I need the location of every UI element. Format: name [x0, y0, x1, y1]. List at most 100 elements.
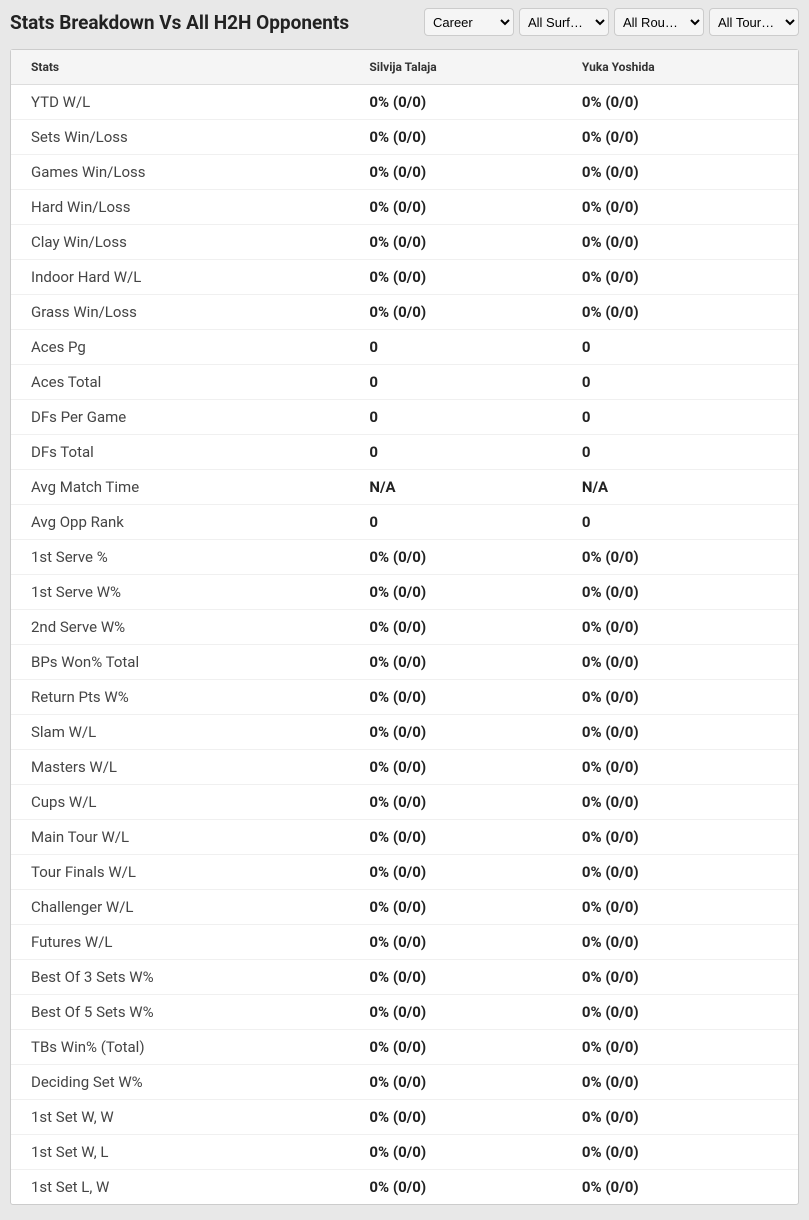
stat-label: Deciding Set W% [11, 1065, 349, 1100]
table-row: Games Win/Loss0% (0/0)0% (0/0) [11, 155, 798, 190]
table-row: Indoor Hard W/L0% (0/0)0% (0/0) [11, 260, 798, 295]
stat-value-player1: 0% (0/0) [349, 785, 561, 820]
stat-value-player1: 0 [349, 365, 561, 400]
stats-table-wrapper: Stats Silvija Talaja Yuka Yoshida YTD W/… [10, 49, 799, 1205]
stat-label: Masters W/L [11, 750, 349, 785]
stat-label: 1st Serve % [11, 540, 349, 575]
stat-value-player1: 0% (0/0) [349, 995, 561, 1030]
stat-value-player1: 0 [349, 400, 561, 435]
table-row: DFs Total00 [11, 435, 798, 470]
stat-label: Main Tour W/L [11, 820, 349, 855]
stat-value-player1: 0 [349, 330, 561, 365]
stats-table: Stats Silvija Talaja Yuka Yoshida YTD W/… [11, 50, 798, 1204]
column-header-stats: Stats [11, 50, 349, 85]
stat-value-player1: 0% (0/0) [349, 610, 561, 645]
stat-label: Best Of 3 Sets W% [11, 960, 349, 995]
table-row: Aces Total00 [11, 365, 798, 400]
stat-value-player2: 0% (0/0) [562, 750, 798, 785]
stat-value-player1: 0% (0/0) [349, 645, 561, 680]
stat-value-player2: 0% (0/0) [562, 85, 798, 120]
stat-label: Tour Finals W/L [11, 855, 349, 890]
table-row: Avg Opp Rank00 [11, 505, 798, 540]
stat-value-player2: 0% (0/0) [562, 1135, 798, 1170]
stat-value-player2: 0% (0/0) [562, 540, 798, 575]
column-header-player2: Yuka Yoshida [562, 50, 798, 85]
stat-value-player2: 0 [562, 365, 798, 400]
table-row: 2nd Serve W%0% (0/0)0% (0/0) [11, 610, 798, 645]
stat-label: DFs Total [11, 435, 349, 470]
stat-value-player2: 0% (0/0) [562, 715, 798, 750]
surface-select[interactable]: All Surf… [519, 8, 609, 36]
stat-label: Slam W/L [11, 715, 349, 750]
stat-value-player1: 0% (0/0) [349, 85, 561, 120]
stat-value-player2: 0% (0/0) [562, 855, 798, 890]
table-header-row: Stats Silvija Talaja Yuka Yoshida [11, 50, 798, 85]
stat-label: 1st Set L, W [11, 1170, 349, 1205]
stat-value-player2: 0% (0/0) [562, 680, 798, 715]
stat-value-player1: 0% (0/0) [349, 225, 561, 260]
stat-value-player1: 0% (0/0) [349, 855, 561, 890]
table-row: Cups W/L0% (0/0)0% (0/0) [11, 785, 798, 820]
header-bar: Stats Breakdown Vs All H2H Opponents Car… [0, 0, 809, 44]
stat-value-player2: 0% (0/0) [562, 995, 798, 1030]
stat-label: YTD W/L [11, 85, 349, 120]
stat-label: Avg Match Time [11, 470, 349, 505]
stat-label: 2nd Serve W% [11, 610, 349, 645]
stat-value-player2: 0% (0/0) [562, 1030, 798, 1065]
stat-value-player2: 0% (0/0) [562, 120, 798, 155]
table-row: Futures W/L0% (0/0)0% (0/0) [11, 925, 798, 960]
table-row: Tour Finals W/L0% (0/0)0% (0/0) [11, 855, 798, 890]
stat-value-player1: 0% (0/0) [349, 750, 561, 785]
round-select[interactable]: All Rou… [614, 8, 704, 36]
page-title: Stats Breakdown Vs All H2H Opponents [10, 11, 349, 34]
table-row: Best Of 5 Sets W%0% (0/0)0% (0/0) [11, 995, 798, 1030]
stat-label: Challenger W/L [11, 890, 349, 925]
table-row: 1st Serve W%0% (0/0)0% (0/0) [11, 575, 798, 610]
tournament-select[interactable]: All Tour… [709, 8, 799, 36]
table-row: Return Pts W%0% (0/0)0% (0/0) [11, 680, 798, 715]
stat-value-player2: 0 [562, 435, 798, 470]
stat-label: 1st Set W, L [11, 1135, 349, 1170]
table-row: 1st Serve %0% (0/0)0% (0/0) [11, 540, 798, 575]
table-row: TBs Win% (Total)0% (0/0)0% (0/0) [11, 1030, 798, 1065]
stat-value-player1: 0% (0/0) [349, 715, 561, 750]
stat-value-player1: N/A [349, 470, 561, 505]
stat-value-player1: 0% (0/0) [349, 155, 561, 190]
stat-value-player2: 0% (0/0) [562, 575, 798, 610]
stat-value-player2: 0% (0/0) [562, 890, 798, 925]
stat-value-player1: 0% (0/0) [349, 960, 561, 995]
stat-value-player1: 0% (0/0) [349, 1065, 561, 1100]
table-row: Avg Match TimeN/AN/A [11, 470, 798, 505]
stat-label: Games Win/Loss [11, 155, 349, 190]
stat-value-player2: 0% (0/0) [562, 645, 798, 680]
stat-label: TBs Win% (Total) [11, 1030, 349, 1065]
stat-label: Best Of 5 Sets W% [11, 995, 349, 1030]
stat-label: Cups W/L [11, 785, 349, 820]
stat-label: BPs Won% Total [11, 645, 349, 680]
table-row: Deciding Set W%0% (0/0)0% (0/0) [11, 1065, 798, 1100]
table-row: Challenger W/L0% (0/0)0% (0/0) [11, 890, 798, 925]
stat-value-player1: 0% (0/0) [349, 295, 561, 330]
stat-label: 1st Serve W% [11, 575, 349, 610]
stat-label: Aces Pg [11, 330, 349, 365]
stat-value-player2: 0% (0/0) [562, 295, 798, 330]
filter-group: Career All Surf… All Rou… All Tour… [424, 8, 799, 36]
stat-value-player2: 0% (0/0) [562, 925, 798, 960]
stat-label: 1st Set W, W [11, 1100, 349, 1135]
stat-value-player1: 0% (0/0) [349, 1030, 561, 1065]
stat-label: Futures W/L [11, 925, 349, 960]
table-row: 1st Set W, L0% (0/0)0% (0/0) [11, 1135, 798, 1170]
stat-value-player1: 0 [349, 505, 561, 540]
stat-value-player1: 0% (0/0) [349, 260, 561, 295]
stat-value-player1: 0% (0/0) [349, 120, 561, 155]
column-header-player1: Silvija Talaja [349, 50, 561, 85]
table-body: YTD W/L0% (0/0)0% (0/0)Sets Win/Loss0% (… [11, 85, 798, 1205]
table-row: Best Of 3 Sets W%0% (0/0)0% (0/0) [11, 960, 798, 995]
stat-value-player2: 0% (0/0) [562, 960, 798, 995]
stat-value-player2: 0 [562, 400, 798, 435]
stat-value-player2: N/A [562, 470, 798, 505]
table-row: Aces Pg00 [11, 330, 798, 365]
stat-value-player2: 0% (0/0) [562, 785, 798, 820]
stat-value-player1: 0% (0/0) [349, 925, 561, 960]
period-select[interactable]: Career [424, 8, 514, 36]
